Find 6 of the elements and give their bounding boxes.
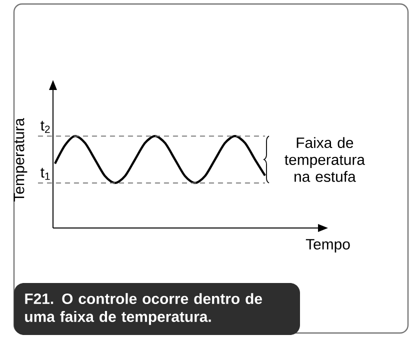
y-axis-title: Temperatura xyxy=(14,118,28,202)
ref-line-label: t$_{2}$ xyxy=(40,120,50,133)
x-axis-title: Tempo xyxy=(306,239,350,252)
ref-line-label: t$_{1}$ xyxy=(40,168,50,180)
text: F21. O controle ocorre dentro de uma faixa de temperatura. xyxy=(25,293,262,325)
text: Faixa de temperatura na estufa xyxy=(284,137,365,182)
